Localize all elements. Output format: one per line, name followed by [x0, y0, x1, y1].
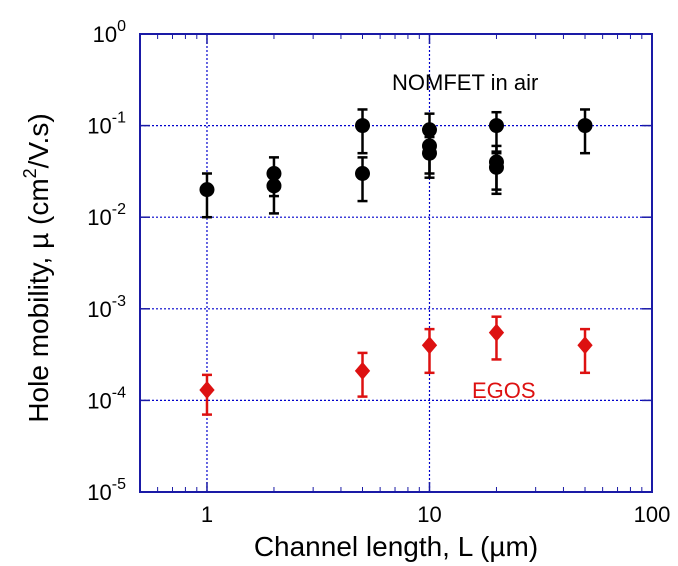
x-axis-title: Channel length, L (µm)	[254, 531, 538, 562]
data-point	[199, 182, 215, 198]
y-tick-label: 10-5	[87, 476, 126, 505]
y-axis-title-suffix: /V.s)	[23, 113, 54, 168]
egos-annotation: EGOS	[472, 378, 536, 403]
data-point	[199, 380, 215, 399]
data-point	[354, 361, 371, 380]
y-tick-label-exponent: -5	[112, 476, 126, 493]
data-point	[577, 336, 593, 355]
y-tick-label-base: 10	[87, 205, 111, 230]
y-tick-label-exponent: -4	[112, 384, 126, 401]
x-axis-title-unit: µm	[489, 531, 528, 562]
data-point	[488, 323, 505, 342]
data-series	[199, 108, 593, 416]
y-tick-label-base: 10	[87, 297, 111, 322]
x-axis-title-suffix: )	[529, 531, 538, 562]
data-point	[421, 145, 437, 161]
y-tick-label: 10-4	[87, 384, 126, 413]
y-tick-label-exponent: 0	[117, 18, 126, 35]
data-point	[266, 178, 282, 194]
y-tick-label-base: 10	[93, 22, 117, 47]
y-tick-label-exponent: -3	[112, 293, 126, 310]
y-axis-title-prefix: Hole mobility, µ (cm	[23, 178, 54, 422]
plot-frame	[139, 33, 653, 493]
y-tick-label: 100	[93, 18, 126, 47]
data-point	[355, 165, 371, 181]
data-point	[577, 118, 593, 134]
y-tick-label-base: 10	[87, 114, 111, 139]
tick-marks	[140, 33, 653, 493]
x-tick-label: 10	[417, 502, 441, 527]
grid-lines	[140, 34, 653, 492]
y-tick-label-exponent: -1	[112, 110, 126, 127]
x-axis-title-prefix: Channel length, L (	[254, 531, 490, 562]
data-point	[488, 118, 504, 134]
data-point	[421, 336, 438, 355]
y-axis-title: Hole mobility, µ (cm2/V.s)	[20, 113, 54, 422]
y-tick-label-exponent: -2	[112, 201, 126, 218]
data-point	[488, 159, 504, 175]
nomfet-annotation: NOMFET in air	[392, 70, 538, 95]
x-tick-label: 100	[634, 502, 671, 527]
y-tick-label: 10-3	[87, 293, 126, 322]
data-point	[355, 118, 371, 134]
series-1	[199, 315, 593, 416]
y-tick-label-base: 10	[87, 388, 111, 413]
x-tick-label: 1	[201, 502, 213, 527]
y-tick-label-base: 10	[87, 480, 111, 505]
y-axis-title-sup: 2	[20, 168, 40, 178]
series-0	[199, 108, 593, 219]
y-tick-label: 10-1	[87, 110, 126, 139]
y-tick-label: 10-2	[87, 201, 126, 230]
